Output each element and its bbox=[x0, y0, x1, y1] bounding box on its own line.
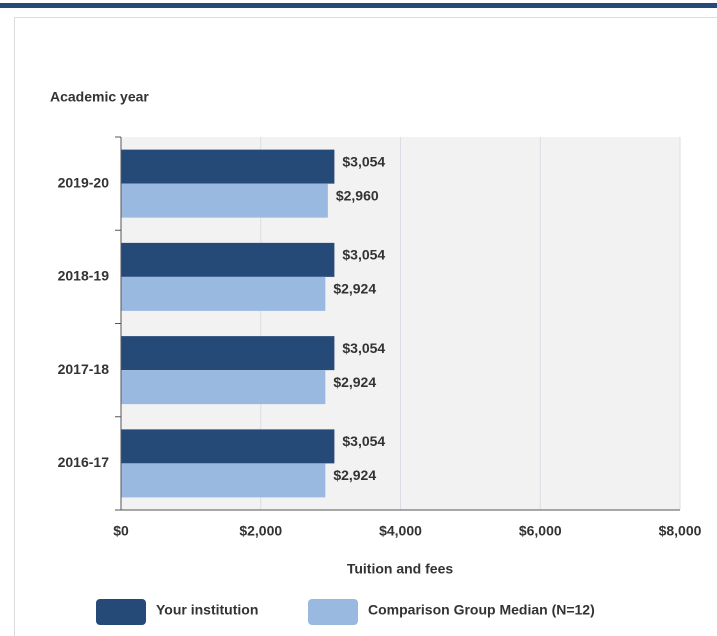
x-tick-label: $4,000 bbox=[379, 523, 422, 539]
value-label: $2,924 bbox=[333, 281, 376, 297]
legend-swatch bbox=[308, 599, 358, 625]
y-tick-label: 2019-20 bbox=[58, 174, 110, 190]
y-tick-label: 2018-19 bbox=[58, 268, 110, 284]
x-tick-label: $6,000 bbox=[519, 523, 562, 539]
value-label: $3,054 bbox=[342, 153, 385, 169]
bar bbox=[121, 183, 328, 218]
x-tick-label: $0 bbox=[113, 523, 129, 539]
x-tick-label: $2,000 bbox=[239, 523, 282, 539]
value-label: $3,054 bbox=[342, 247, 385, 263]
value-label: $2,924 bbox=[333, 374, 376, 390]
y-tick-label: 2017-18 bbox=[58, 361, 110, 377]
legend-label: Comparison Group Median (N=12) bbox=[368, 602, 595, 618]
y-axis-label: Academic year bbox=[50, 89, 149, 105]
value-label: $2,924 bbox=[333, 467, 376, 483]
bar bbox=[121, 463, 326, 498]
bar bbox=[121, 336, 335, 371]
bar bbox=[121, 149, 335, 184]
top-bar bbox=[0, 3, 717, 8]
bar bbox=[121, 242, 335, 277]
value-label: $2,960 bbox=[336, 187, 379, 203]
y-tick-label: 2016-17 bbox=[58, 454, 110, 470]
value-label: $3,054 bbox=[342, 433, 385, 449]
x-tick-label: $8,000 bbox=[659, 523, 702, 539]
x-axis-label: Tuition and fees bbox=[347, 561, 454, 577]
value-label: $3,054 bbox=[342, 340, 385, 356]
bar bbox=[121, 276, 326, 311]
bar bbox=[121, 370, 326, 405]
legend-label: Your institution bbox=[156, 602, 258, 618]
frame bbox=[14, 17, 717, 636]
bar bbox=[121, 429, 335, 464]
legend-swatch bbox=[96, 599, 146, 625]
